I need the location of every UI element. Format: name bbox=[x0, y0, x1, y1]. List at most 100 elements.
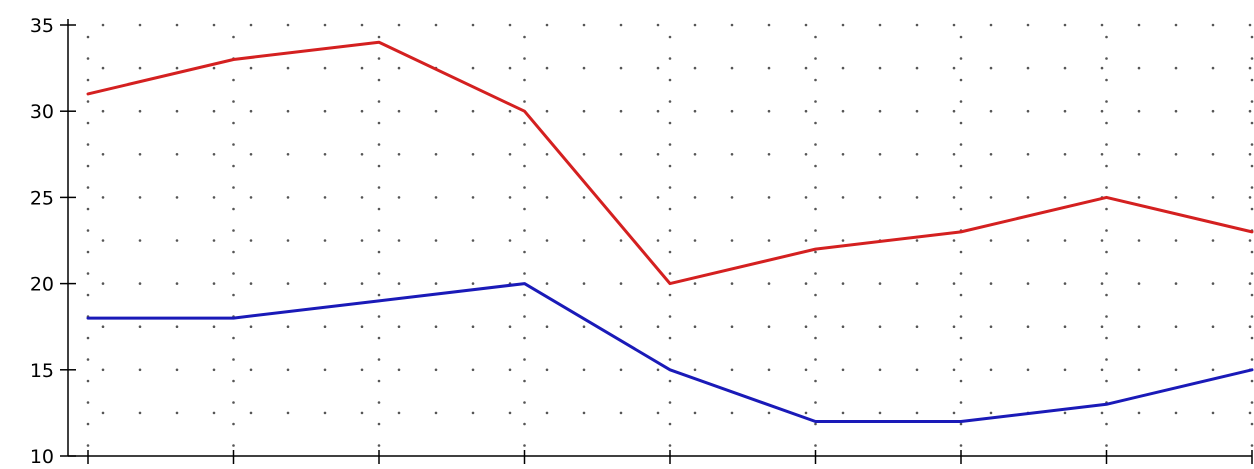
grid-dot bbox=[1100, 282, 1104, 285]
grid-dot bbox=[668, 336, 672, 340]
grid-dot bbox=[545, 66, 549, 70]
grid-dot bbox=[1248, 325, 1252, 329]
grid-dot bbox=[989, 282, 993, 285]
grid-dot bbox=[1211, 196, 1215, 199]
grid-dot bbox=[1137, 282, 1141, 285]
grid-dot bbox=[619, 109, 623, 113]
grid-dot bbox=[175, 23, 179, 27]
grid-dot bbox=[730, 66, 734, 70]
grid-dot bbox=[508, 23, 512, 27]
grid-dot bbox=[915, 196, 919, 199]
grid-dot bbox=[693, 23, 697, 27]
grid-dot bbox=[377, 57, 381, 60]
grid-dot bbox=[232, 401, 235, 404]
grid-dot bbox=[730, 282, 734, 285]
grid-dot bbox=[952, 109, 956, 113]
grid-dot bbox=[959, 358, 963, 361]
grid-dot bbox=[377, 143, 381, 146]
grid-dot bbox=[1105, 293, 1108, 297]
grid-dot bbox=[377, 293, 381, 297]
grid-dot bbox=[814, 422, 817, 426]
grid-dot bbox=[360, 153, 364, 156]
grid-dot bbox=[952, 325, 956, 329]
grid-dot bbox=[656, 153, 660, 156]
grid-dot bbox=[175, 325, 179, 329]
grid-dot bbox=[952, 153, 956, 156]
grid-dot bbox=[232, 358, 235, 361]
grid-dot bbox=[1026, 109, 1030, 113]
grid-dot bbox=[1137, 109, 1141, 113]
grid-dot bbox=[1250, 250, 1254, 254]
grid-dot bbox=[656, 411, 660, 415]
grid-dot bbox=[377, 401, 381, 404]
grid-dot bbox=[1211, 325, 1215, 329]
grid-dot bbox=[1063, 411, 1067, 415]
grid-dot bbox=[1250, 121, 1254, 125]
grid-dot bbox=[86, 422, 90, 426]
grid-dot bbox=[878, 66, 882, 70]
grid-dot bbox=[656, 239, 660, 242]
grid-dot bbox=[286, 368, 290, 372]
grid-dot bbox=[286, 411, 290, 415]
grid-dot bbox=[767, 411, 771, 415]
grid-dot bbox=[138, 368, 142, 372]
grid-dot bbox=[1137, 23, 1141, 27]
grid-dot bbox=[619, 23, 623, 27]
grid-dot bbox=[952, 368, 956, 372]
grid-dot bbox=[878, 153, 882, 156]
grid-dot bbox=[1250, 143, 1254, 146]
y-ticks: 10 15 20 25 30 35 bbox=[30, 15, 76, 468]
grid-dot bbox=[1250, 336, 1254, 340]
grid-dot bbox=[619, 196, 623, 199]
grid-dot bbox=[175, 368, 179, 372]
grid-dot bbox=[397, 239, 401, 242]
grid-dot bbox=[138, 153, 142, 156]
grid-dot bbox=[619, 368, 623, 372]
grid-dot bbox=[286, 66, 290, 70]
grid-dot bbox=[1174, 282, 1178, 285]
x-ticks bbox=[87, 450, 1253, 464]
grid-dot bbox=[767, 325, 771, 329]
grid-dot bbox=[1105, 100, 1108, 103]
grid-dot bbox=[878, 325, 882, 329]
grid-dot bbox=[101, 239, 105, 242]
grid-dot bbox=[523, 121, 526, 125]
grid-dot bbox=[1063, 109, 1067, 113]
grid-dot bbox=[434, 239, 438, 242]
grid-dot bbox=[101, 196, 105, 199]
grid-dot bbox=[582, 23, 586, 27]
grid-dot bbox=[286, 325, 290, 329]
grid-dot bbox=[878, 109, 882, 113]
grid-dot bbox=[1248, 23, 1252, 27]
grid-dot bbox=[232, 379, 235, 383]
grid-dot bbox=[767, 282, 771, 285]
grid-dot bbox=[397, 368, 401, 372]
grid-dot bbox=[804, 411, 808, 415]
grid-dot bbox=[1211, 109, 1215, 113]
grid-dot bbox=[841, 196, 845, 199]
grid-dot bbox=[1174, 23, 1178, 27]
grid-dot bbox=[804, 23, 808, 27]
grid-dot bbox=[1100, 153, 1104, 156]
grid-dot bbox=[1174, 66, 1178, 70]
grid-dot bbox=[138, 239, 142, 242]
grid-dot bbox=[523, 229, 526, 232]
grid-dot bbox=[959, 143, 963, 146]
grid-dot bbox=[1105, 358, 1108, 361]
grid-dot bbox=[730, 109, 734, 113]
grid-dot bbox=[377, 78, 381, 82]
grid-dot bbox=[323, 411, 327, 415]
grid-dot bbox=[86, 35, 90, 39]
grid-dot bbox=[668, 315, 672, 318]
grid-dot bbox=[101, 109, 105, 113]
grid-dot bbox=[1026, 282, 1030, 285]
grid-dot bbox=[959, 336, 963, 340]
grid-dot bbox=[397, 153, 401, 156]
grid-dot bbox=[582, 325, 586, 329]
grid-dot bbox=[434, 411, 438, 415]
grid-dot bbox=[86, 143, 90, 146]
grid-dot bbox=[1250, 186, 1254, 189]
grid-dot bbox=[1100, 325, 1104, 329]
grid-dot bbox=[1105, 121, 1108, 125]
